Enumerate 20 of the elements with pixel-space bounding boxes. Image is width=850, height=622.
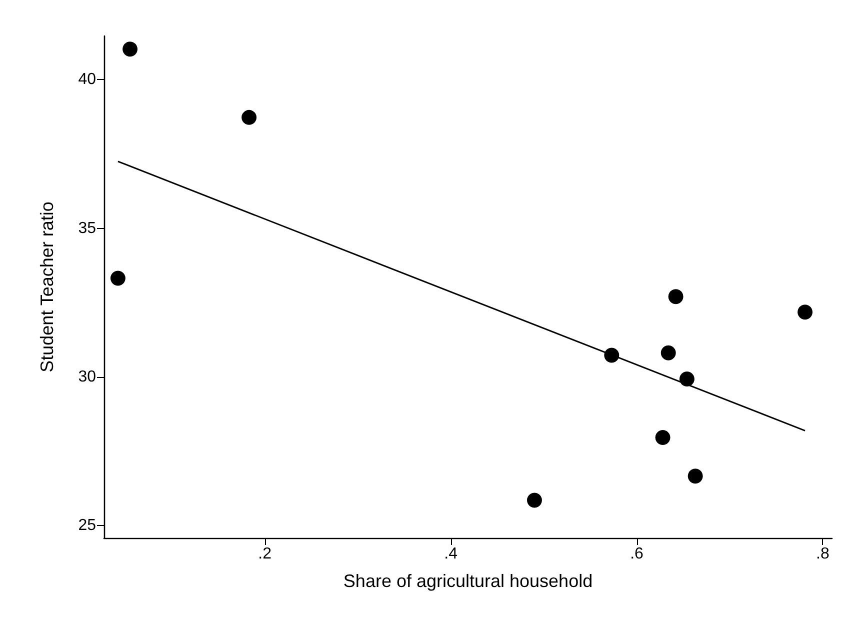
y-tick-label: 30: [78, 368, 96, 386]
x-axis-title: Share of agricultural household: [343, 571, 593, 591]
point: [679, 371, 694, 386]
point: [798, 304, 813, 320]
y-tick-label: 35: [78, 220, 96, 237]
y-tick-label: 25: [78, 517, 96, 534]
point: [122, 42, 138, 57]
x-tick-label: .4: [444, 546, 458, 562]
x-tick-label: .6: [630, 546, 644, 562]
point: [660, 345, 676, 360]
point: [668, 289, 684, 304]
point: [526, 492, 542, 508]
point: [655, 430, 670, 446]
point: [242, 110, 257, 125]
x-tick-label: .2: [258, 546, 272, 562]
point: [110, 270, 126, 286]
y-tick-label: 40: [78, 71, 96, 88]
point: [688, 468, 703, 484]
x-tick-label: .8: [816, 546, 830, 562]
y-axis-title: Student Teacher ratio: [37, 202, 57, 372]
